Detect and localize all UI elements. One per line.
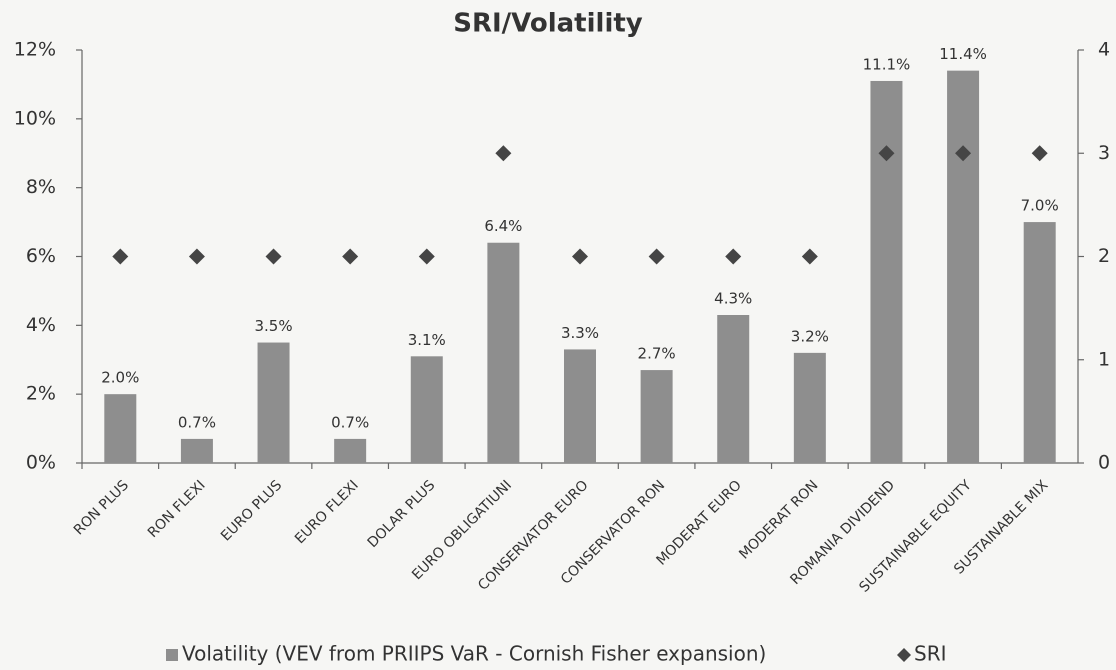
diamond-marker — [265, 248, 282, 265]
y-tick-label: 10% — [14, 107, 56, 129]
legend-label: SRI — [914, 642, 947, 666]
bar — [410, 356, 443, 463]
value-label: 11.1% — [863, 55, 911, 73]
y-tick-label: 0% — [26, 452, 56, 474]
y-tick-label: 8% — [26, 176, 56, 198]
value-label: 6.4% — [484, 217, 522, 235]
legend-swatch — [166, 649, 178, 661]
diamond-marker — [188, 248, 205, 265]
bar — [870, 80, 903, 463]
diamond-marker — [955, 145, 972, 162]
bar — [793, 352, 826, 463]
y-tick-label: 2% — [26, 383, 56, 405]
y2-tick-label: 4 — [1098, 39, 1110, 61]
diamond-marker — [725, 248, 742, 265]
chart-title: SRI/Volatility — [453, 9, 643, 39]
diamond-marker — [342, 248, 359, 265]
diamond-marker — [572, 248, 588, 265]
y-tick-label: 4% — [26, 314, 56, 336]
legend-label: Volatility (VEV from PRIIPS VaR - Cornis… — [182, 642, 766, 666]
diamond-marker — [648, 248, 665, 265]
x-tick-label: DOLAR PLUS — [365, 477, 439, 551]
diamond-marker — [495, 145, 512, 162]
value-label: 3.1% — [408, 331, 446, 349]
value-label: 3.3% — [561, 324, 599, 342]
bar — [564, 349, 596, 463]
bar — [717, 315, 750, 463]
bar — [334, 438, 367, 463]
diamond-marker — [1031, 145, 1048, 162]
bar — [487, 242, 520, 463]
bar — [1023, 222, 1056, 463]
diamond-marker — [418, 248, 435, 265]
value-label: 7.0% — [1021, 197, 1059, 215]
value-label: 3.2% — [791, 327, 829, 345]
bar — [104, 394, 137, 463]
y-tick-label: 12% — [14, 39, 56, 61]
value-label: 0.7% — [178, 413, 216, 431]
y2-tick-label: 3 — [1098, 142, 1110, 164]
value-label: 2.0% — [101, 369, 139, 387]
value-label: 4.3% — [714, 290, 752, 308]
x-tick-label: MODERAT EURO — [654, 477, 745, 568]
diamond-marker — [112, 248, 129, 265]
y-tick-label: 6% — [26, 245, 56, 267]
bar — [640, 370, 673, 463]
x-tick-label: EURO FLEXI — [292, 477, 362, 547]
bar — [257, 342, 290, 463]
x-tick-label: RON PLUS — [71, 477, 132, 538]
bar — [180, 438, 213, 463]
legend-swatch — [897, 648, 911, 662]
value-label: 0.7% — [331, 413, 369, 431]
y2-tick-label: 0 — [1098, 452, 1110, 474]
y2-tick-label: 1 — [1098, 348, 1110, 370]
x-tick-label: RON FLEXI — [145, 477, 209, 541]
diamond-marker — [801, 248, 818, 265]
x-tick-label: EURO PLUS — [218, 477, 285, 544]
bar — [947, 70, 980, 464]
value-label: 3.5% — [254, 317, 292, 335]
value-label: 11.4% — [939, 45, 987, 63]
y2-tick-label: 2 — [1098, 245, 1110, 267]
value-label: 2.7% — [638, 345, 676, 363]
x-tick-label: MODERAT RON — [736, 477, 821, 562]
diamond-marker — [878, 145, 895, 162]
